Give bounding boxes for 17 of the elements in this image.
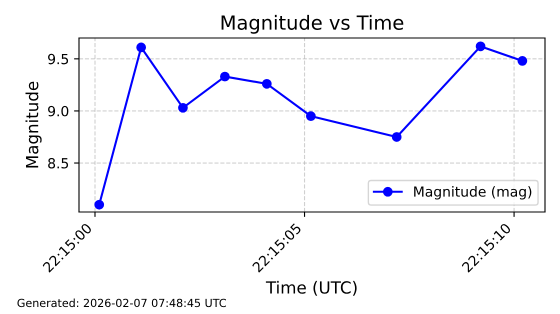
point: [136, 42, 146, 52]
text: Generated: 2026-02-07 07:48:45 UTC: [17, 298, 226, 308]
point: [518, 56, 528, 66]
point: [262, 78, 272, 89]
point: [306, 111, 316, 122]
chart-title: Magnitude vs Time: [222, 14, 404, 34]
y-tick-label: 9.5: [48, 54, 68, 64]
point: [94, 200, 104, 210]
point: [178, 102, 188, 113]
y-axis-title: Magnitude: [26, 82, 42, 168]
point: [476, 41, 486, 52]
point: [392, 132, 402, 142]
point: [220, 72, 230, 82]
y-tick-label: 8.5: [48, 158, 68, 169]
y-tick-label: 9.0: [48, 106, 68, 116]
x-axis-title: Time (UTC): [266, 280, 357, 296]
legend-label: Magnitude (mag): [414, 186, 532, 200]
